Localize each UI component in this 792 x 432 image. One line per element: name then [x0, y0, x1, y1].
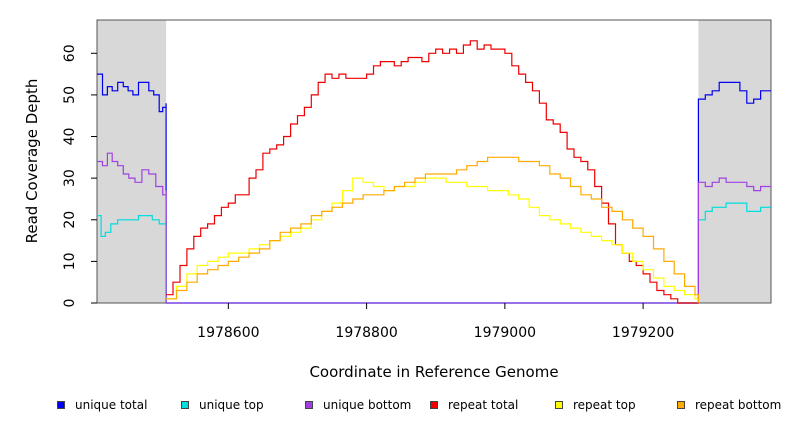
legend: unique total unique top unique bottom repea… — [0, 398, 792, 422]
y-tick-label: 50 — [62, 86, 78, 104]
x-tick-label: 1979000 — [474, 325, 536, 341]
y-tick-label: 0 — [62, 299, 78, 308]
x-tick-label: 1978800 — [335, 325, 397, 341]
axes: 0 10 20 30 40 50 60 1978600 1978800 1979000 197920… — [62, 44, 674, 341]
legend-label: repeat total — [448, 398, 519, 412]
legend-swatch — [677, 401, 685, 409]
series-repeat-top — [166, 177, 699, 303]
legend-label: unique top — [199, 398, 264, 412]
y-tick-label: 20 — [62, 211, 78, 229]
shaded-regions — [97, 20, 771, 303]
series-repeat-total — [166, 40, 699, 304]
legend-swatch — [430, 401, 438, 409]
legend-swatch — [181, 401, 189, 409]
legend-item-unique-total: unique total — [57, 398, 147, 412]
y-tick-label: 30 — [62, 169, 78, 187]
legend-item-repeat-bottom: repeat bottom — [677, 398, 781, 412]
x-axis-label: Coordinate in Reference Genome — [309, 363, 558, 381]
plot-frame — [96, 19, 772, 304]
x-tick-label: 1978600 — [197, 325, 259, 341]
legend-item-repeat-total: repeat total — [430, 398, 518, 412]
shaded-region-2 — [698, 20, 771, 303]
y-tick-label: 10 — [62, 252, 78, 270]
y-tick-label: 60 — [62, 44, 78, 62]
series-lines — [97, 40, 771, 304]
legend-label: unique total — [75, 398, 148, 412]
series-unique-top — [97, 202, 771, 304]
legend-label: unique bottom — [323, 398, 412, 412]
legend-swatch — [305, 401, 313, 409]
shaded-region-1 — [97, 20, 167, 303]
legend-item-unique-top: unique top — [181, 398, 264, 412]
legend-label: repeat top — [573, 398, 636, 412]
coverage-chart: 0 10 20 30 40 50 60 1978600 1978800 1979000 197920… — [23, 19, 772, 381]
y-axis-label: Read Coverage Depth — [23, 79, 41, 244]
legend-item-repeat-top: repeat top — [555, 398, 636, 412]
y-tick-label: 40 — [62, 128, 78, 146]
series-unique-total — [97, 73, 771, 304]
legend-swatch — [57, 401, 65, 409]
series-repeat-bottom — [166, 156, 699, 303]
series-unique-bottom — [97, 152, 771, 304]
legend-label: repeat bottom — [695, 398, 782, 412]
legend-swatch — [555, 401, 563, 409]
legend-item-unique-bottom: unique bottom — [305, 398, 411, 412]
x-tick-label: 1979200 — [612, 325, 674, 341]
